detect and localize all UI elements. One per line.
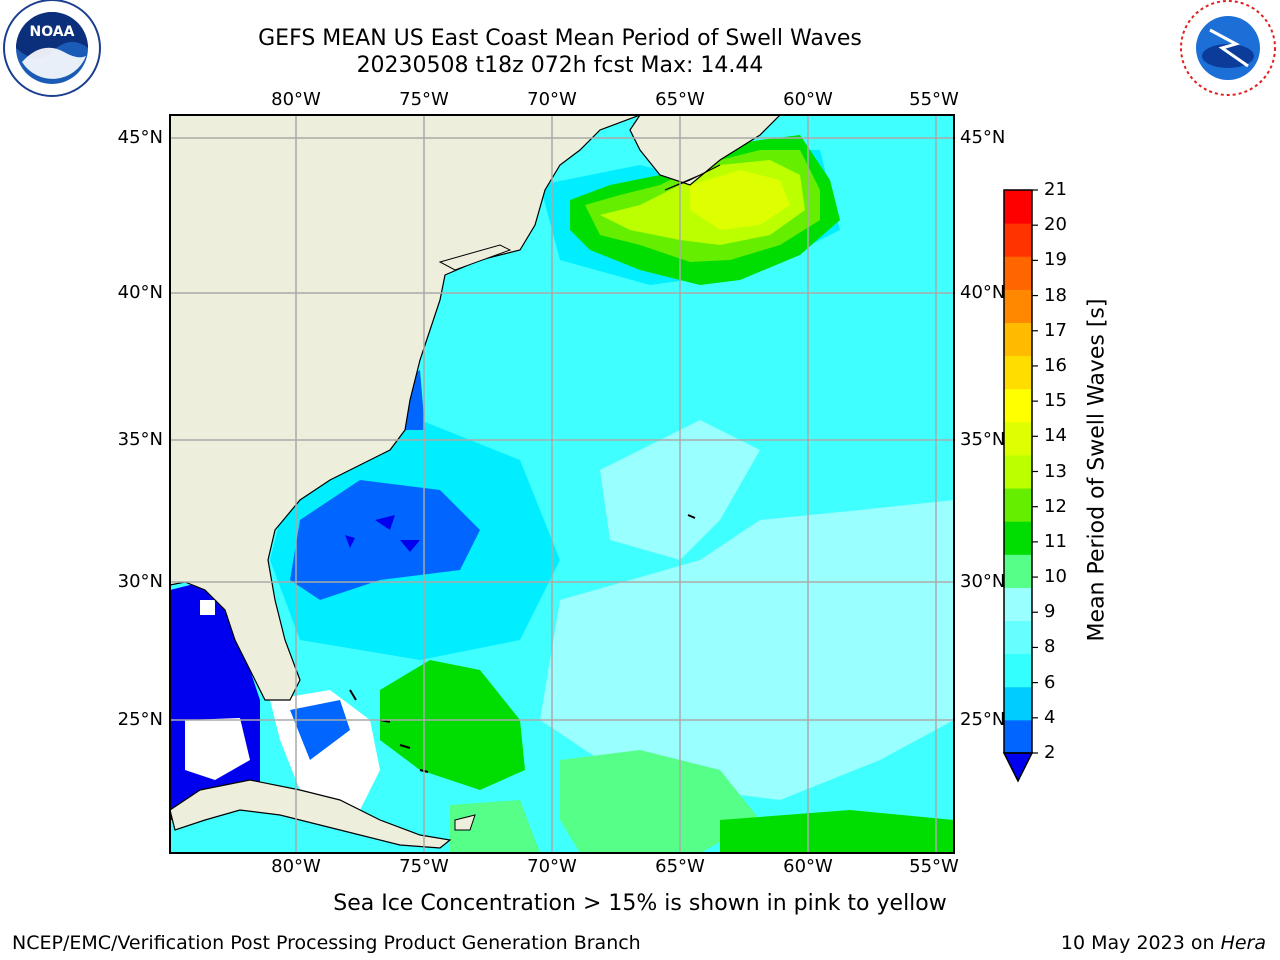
colorbar-swatch [1004,454,1032,489]
low-period-zone [290,480,480,600]
colorbar-tick-label: 2 [1044,742,1056,763]
colorbar [1002,189,1038,783]
run-host: Hera [1220,932,1266,954]
colorbar-tick-label: 9 [1044,601,1056,623]
map-frame [169,114,955,854]
noaa-logo: NOAA [3,0,101,97]
lon-label-top-75w: 75°W [399,89,449,110]
colorbar-extend-arrow [1002,752,1034,783]
lon-label-top-80w: 80°W [271,89,321,110]
lat-label-left-25n: 25°N [117,709,163,730]
run-date: 10 May 2023 on Hera [1061,932,1266,954]
plot-subtitle: 20230508 t18z 072h fcst Max: 14.44 [356,53,764,78]
colorbar-tick-label: 18 [1044,284,1067,306]
colorbar-tick-label: 4 [1044,706,1056,728]
lat-label-right-40n: 40°N [960,282,1006,303]
colorbar-tick-label: 6 [1044,671,1056,693]
colorbar-tick-label: 8 [1044,636,1056,658]
colorbar-swatch [1004,223,1032,257]
nws-logo [1180,0,1276,96]
colorbar-tick-label: 15 [1044,390,1067,412]
lat-label-left-40n: 40°N [117,282,163,303]
us-east-coast-land [170,115,641,701]
lon-label-top-60w: 60°W [783,89,833,110]
lat-label-left-30n: 30°N [117,571,163,592]
lon-label-top-70w: 70°W [527,89,577,110]
colorbar-tick-label: 13 [1044,460,1067,482]
bahamas-swell-zone [380,660,525,790]
colorbar-swatch [1004,587,1032,622]
colorbar-swatch [1004,488,1032,522]
colorbar-swatch [1004,322,1032,357]
colorbar-swatch [1004,289,1032,323]
run-date-text: 10 May 2023 on [1060,932,1215,954]
colorbar-swatch [1004,719,1032,754]
cuba-land [170,779,452,849]
lon-label-bottom-80w: 80°W [271,856,321,877]
colorbar-tick-label: 19 [1044,249,1067,271]
colorbar-swatch [1004,421,1032,456]
colorbar-tick-label: 20 [1044,214,1067,236]
colorbar-swatch [1004,355,1032,390]
colorbar-swatch [1004,653,1032,688]
colorbar-title: Mean Period of Swell Waves [s] [1084,298,1110,642]
colorbar-tick-label: 10 [1044,566,1067,588]
lon-label-bottom-75w: 75°W [399,856,449,877]
colorbar-tick-label: 12 [1044,495,1067,517]
colorbar-tick-label: 11 [1044,530,1067,552]
lat-label-right-35n: 35°N [960,429,1006,450]
lon-label-top-55w: 55°W [909,89,959,110]
colorbar-swatch [1004,388,1032,423]
colorbar-tick-label: 16 [1044,354,1067,376]
noaa-logo-text: NOAA [30,24,75,40]
lat-label-right-45n: 45°N [960,127,1006,148]
credit-line: NCEP/EMC/Verification Post Processing Pr… [12,932,641,954]
lon-label-bottom-70w: 70°W [527,856,577,877]
lon-label-bottom-65w: 65°W [655,856,705,877]
lon-label-top-65w: 65°W [655,89,705,110]
lat-label-left-45n: 45°N [117,127,163,148]
sea-ice-note: Sea Ice Concentration > 15% is shown in … [333,891,947,916]
lat-label-right-30n: 30°N [960,571,1006,592]
colorbar-swatch [1004,190,1032,224]
colorbar-tick-label: 17 [1044,319,1067,341]
maritime-canada-land [629,115,781,186]
colorbar-swatch [1004,521,1032,555]
graticule [170,115,954,853]
plot-title: GEFS MEAN US East Coast Mean Period of S… [258,26,862,51]
colorbar-tick-label: 21 [1044,179,1067,200]
colorbar-swatch [1004,686,1032,721]
colorbar-swatch [1004,256,1032,290]
map-area [170,115,954,853]
lat-label-right-25n: 25°N [960,709,1006,730]
lat-label-left-35n: 35°N [117,429,163,450]
lon-label-bottom-60w: 60°W [783,856,833,877]
lon-label-bottom-55w: 55°W [909,856,959,877]
colorbar-tick-label: 14 [1044,425,1067,447]
colorbar-swatch [1004,554,1032,588]
colorbar-swatch [1004,620,1032,655]
